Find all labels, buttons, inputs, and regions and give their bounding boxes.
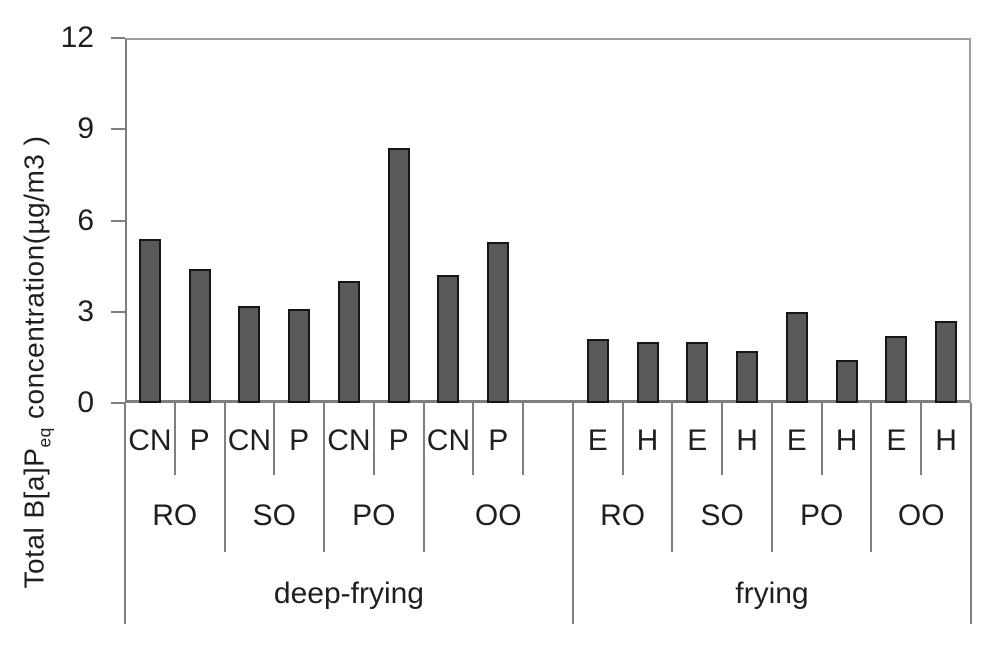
category-separator (323, 403, 326, 552)
category-label: CN (327, 424, 371, 457)
bar (785, 311, 808, 403)
oil-group-label: SO (252, 499, 296, 532)
y-axis-tick (111, 219, 125, 222)
category-label: H (636, 424, 659, 457)
category-separator (920, 403, 923, 475)
category-separator (422, 403, 425, 552)
category-separator (273, 403, 276, 475)
category-separator (173, 403, 176, 475)
bar (188, 269, 211, 403)
y-axis-title-suffix: concentration(µg/m3 ) (18, 135, 50, 428)
category-separator (870, 403, 873, 552)
oil-group-label: RO (600, 499, 646, 532)
y-axis-tick (111, 402, 125, 404)
bar (636, 342, 659, 403)
category-label: P (289, 424, 310, 457)
category-separator (820, 403, 823, 475)
y-axis-tick-label: 6 (77, 203, 94, 237)
category-label: E (687, 424, 708, 457)
category-separator (472, 403, 475, 475)
category-label: H (835, 424, 858, 457)
bar (238, 305, 261, 403)
bar (337, 281, 360, 403)
y-axis-tick (111, 128, 125, 131)
bar (885, 336, 908, 403)
category-label: P (488, 424, 509, 457)
oil-group-label: RO (152, 499, 198, 532)
category-separator (970, 403, 972, 624)
y-axis-title-subscript: eq (34, 427, 55, 448)
process-label: deep-frying (273, 577, 424, 610)
category-separator (124, 403, 126, 624)
category-separator (721, 403, 724, 475)
oil-group-label: PO (352, 499, 396, 532)
category-label: E (886, 424, 907, 457)
bar (387, 147, 410, 403)
plot-area (125, 38, 971, 403)
y-axis-tick-label: 12 (60, 21, 94, 54)
category-label: H (935, 424, 957, 457)
process-label: frying (735, 577, 809, 610)
bar (487, 241, 510, 403)
category-separator (372, 403, 375, 475)
bar (288, 308, 311, 403)
bar (138, 238, 161, 403)
category-label: P (388, 424, 409, 457)
bar (736, 351, 759, 403)
category-label: H (736, 424, 758, 457)
category-label: P (189, 424, 210, 457)
y-axis-tick-label: 0 (77, 386, 94, 419)
y-axis-tick-label: 3 (77, 294, 94, 328)
bar (686, 342, 709, 403)
bar (437, 275, 460, 403)
oil-group-label: OO (897, 499, 945, 532)
y-axis-tick (111, 37, 125, 39)
category-separator (571, 403, 574, 624)
oil-group-label: PO (800, 499, 844, 532)
category-separator (522, 403, 525, 475)
category-label: CN (128, 424, 172, 457)
bar (835, 360, 858, 403)
category-label: E (786, 424, 807, 457)
y-axis-tick (111, 310, 125, 313)
category-label: CN (426, 424, 471, 457)
oil-group-label: SO (700, 499, 744, 532)
category-separator (223, 403, 226, 552)
oil-group-label: OO (474, 499, 522, 532)
y-axis-tick-label: 9 (77, 112, 94, 146)
category-separator (621, 403, 624, 475)
category-separator (671, 403, 674, 552)
category-label: E (587, 424, 608, 457)
category-label: CN (227, 424, 272, 457)
y-axis-title: Total B[a]Peq concentration(µg/m3 ) (19, 136, 56, 589)
bar (935, 320, 958, 403)
y-axis-title-prefix: Total B[a]P (18, 447, 50, 589)
bar (586, 339, 609, 403)
category-separator (770, 403, 773, 552)
